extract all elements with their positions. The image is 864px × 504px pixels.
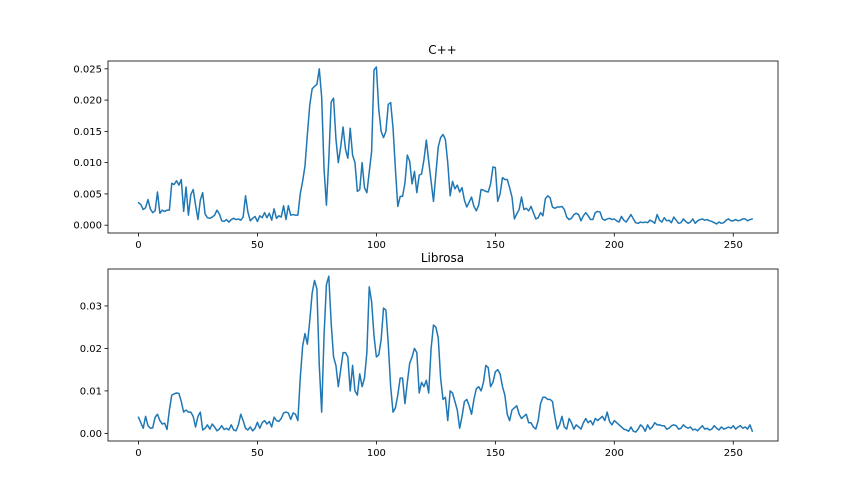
librosa-x-tick-label: 200 xyxy=(605,448,624,459)
cpp-axes-frame xyxy=(107,60,779,234)
cpp-x-tick-label: 50 xyxy=(251,240,264,251)
cpp-x-tick-label: 250 xyxy=(724,240,743,251)
librosa-ticks: 0 50 100 150 200 250 0.00 0.01 0.02 0.03 xyxy=(80,301,743,459)
cpp-y-tick-label: 0.015 xyxy=(73,127,102,138)
cpp-subplot: C++ 0 50 100 150 200 2500.0000.0050.0100.0150… xyxy=(73,43,779,251)
cpp-chart-title: C++ xyxy=(428,43,457,57)
librosa-x-tick-label: 0 xyxy=(135,448,141,459)
librosa-subplot: Librosa 0 50 100 150 200 250 0.00 0.01 0.02 0.03 xyxy=(80,251,779,459)
librosa-y-tick-label: 0.03 xyxy=(80,301,102,312)
cpp-y-tick-label: 0.000 xyxy=(73,221,102,232)
cpp-y-tick-label: 0.005 xyxy=(73,189,102,200)
cpp-x-tick-label: 0 xyxy=(135,240,141,251)
librosa-series-line xyxy=(137,275,754,433)
cpp-ticks: 0 50 100 150 200 250 0.000 0.005 0.010 0.015 0.020… xyxy=(73,64,742,251)
librosa-x-tick-label: 100 xyxy=(367,448,386,459)
librosa-chart-title: Librosa xyxy=(421,251,464,265)
cpp-y-tick-label: 0.020 xyxy=(73,96,102,107)
librosa-y-tick-label: 0.01 xyxy=(80,386,102,397)
cpp-y-tick-label: 0.025 xyxy=(73,64,102,75)
cpp-x-tick-label: 100 xyxy=(367,240,386,251)
librosa-y-tick-label: 0.00 xyxy=(80,429,102,440)
librosa-x-tick-label: 150 xyxy=(486,448,505,459)
librosa-y-tick-label: 0.02 xyxy=(80,344,102,355)
librosa-x-tick-label: 250 xyxy=(724,448,743,459)
cpp-y-tick-label: 0.010 xyxy=(73,158,102,169)
cpp-x-tick-label: 200 xyxy=(605,240,624,251)
librosa-x-tick-label: 50 xyxy=(251,448,264,459)
librosa-axes-frame xyxy=(107,268,779,442)
cpp-x-tick-label: 150 xyxy=(486,240,505,251)
cpp-series-line xyxy=(137,66,754,225)
